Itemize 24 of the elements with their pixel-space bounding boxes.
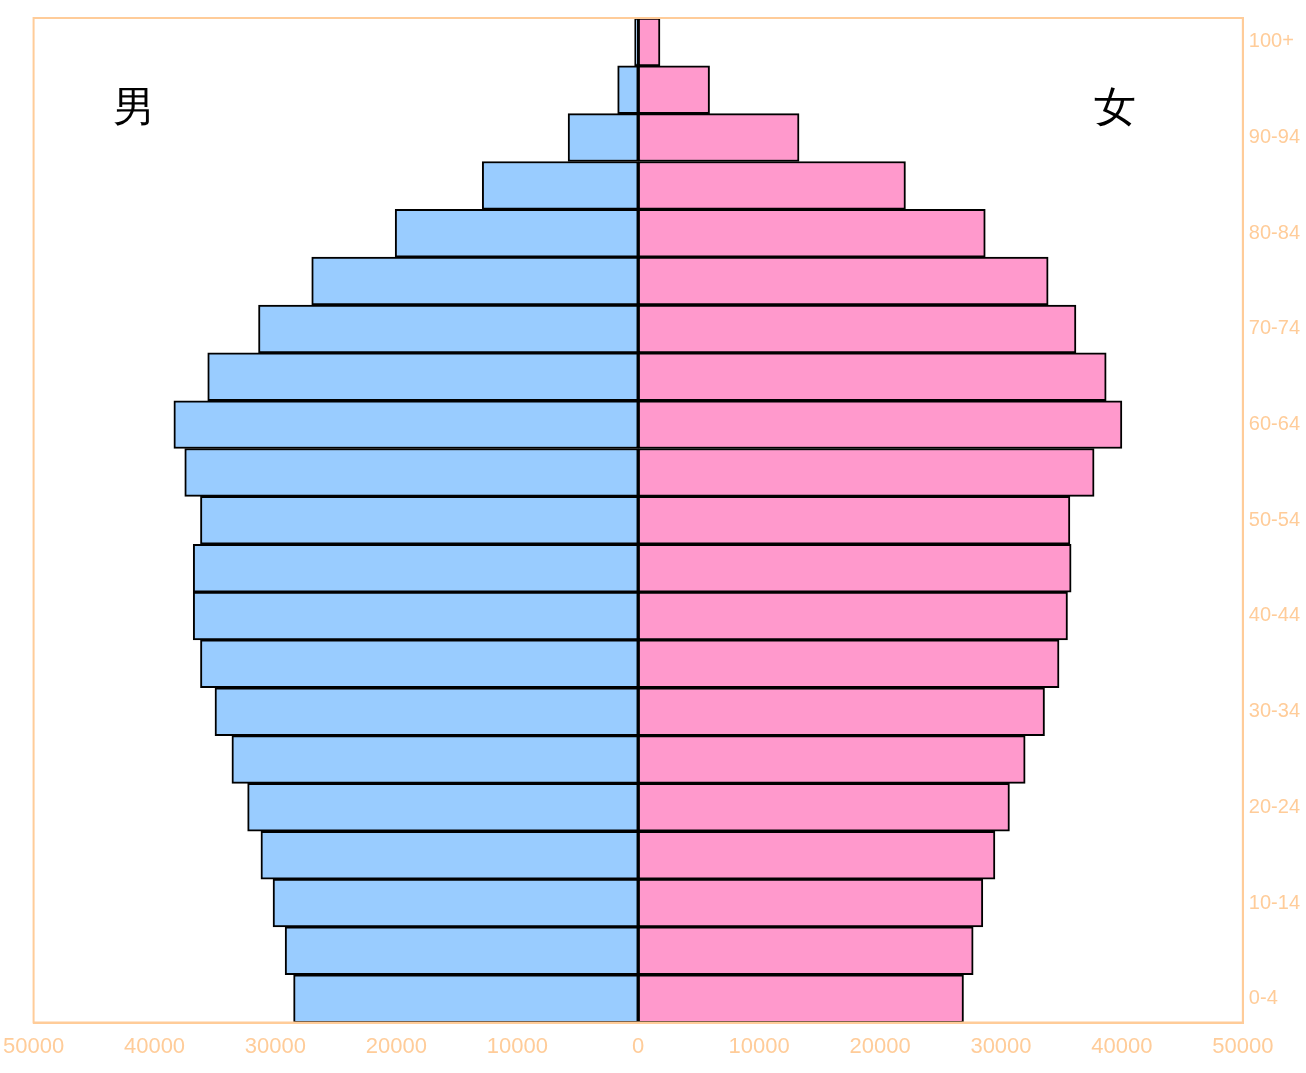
x-tick-label: 10000 — [486, 1032, 548, 1058]
y-tick-label: 20-24 — [1248, 794, 1300, 817]
y-tick-label: 0-4 — [1248, 986, 1278, 1009]
y-tick-label: 50-54 — [1248, 507, 1300, 530]
x-tick-label: 0 — [632, 1032, 645, 1058]
y-tick-label: 100+ — [1248, 29, 1294, 52]
y-tick-label: 70-74 — [1248, 316, 1300, 339]
x-tick-label: 50000 — [1212, 1032, 1274, 1058]
y-tick-label: 60-64 — [1248, 412, 1300, 435]
x-tick-label: 20000 — [365, 1032, 427, 1058]
x-tick-label: 30000 — [244, 1032, 307, 1058]
annotation: 男 — [112, 82, 155, 132]
x-tick-label: 40000 — [1091, 1032, 1153, 1058]
y-tick-label: 80-84 — [1248, 220, 1300, 243]
y-tick-label: 30-34 — [1248, 699, 1300, 722]
x-tick-label: 20000 — [849, 1032, 911, 1058]
y-tick-label: 90-94 — [1248, 125, 1300, 148]
x-tick-label: 10000 — [728, 1032, 790, 1058]
y-tick-label: 10-14 — [1248, 890, 1300, 913]
y-tick-label: 40-44 — [1248, 603, 1300, 626]
x-tick-label: 40000 — [123, 1032, 186, 1058]
x-tick-label: 50000 — [2, 1032, 65, 1058]
annotation: 女 — [1093, 82, 1136, 132]
x-tick-label: 30000 — [970, 1032, 1032, 1058]
